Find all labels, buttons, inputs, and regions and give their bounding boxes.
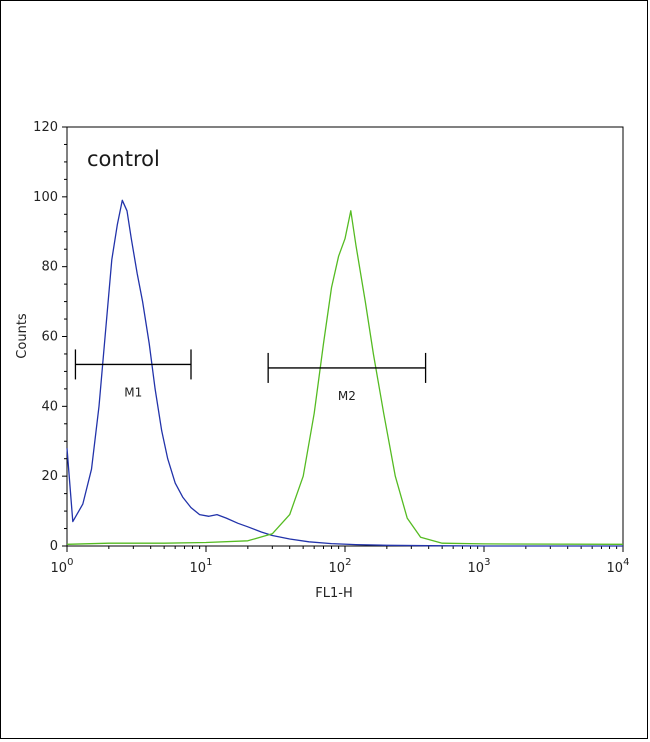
y-tick-label: 40 (41, 399, 58, 414)
x-tick-label: 100 (51, 557, 74, 576)
x-tick-label: 102 (329, 557, 352, 576)
y-tick-label: 120 (33, 120, 58, 135)
series-line-1 (66, 199, 623, 547)
y-axis-title: Counts (15, 313, 30, 359)
x-tick-label: 103 (468, 557, 491, 576)
y-tick-label: 20 (41, 469, 58, 484)
y-tick-label: 60 (41, 330, 58, 345)
x-tick-label: 104 (607, 557, 630, 576)
gate-label: M1 (124, 385, 142, 399)
plot-area (66, 126, 624, 547)
annotation-text: control (87, 147, 160, 171)
marker-layer: M1 M2 (74, 349, 427, 403)
x-axis-title: FL1-H (315, 586, 352, 601)
series-line-2 (66, 210, 624, 545)
gate-label: M2 (338, 389, 356, 403)
x-tick-label: 101 (190, 557, 213, 576)
y-tick-label: 0 (50, 539, 58, 554)
axes-layer: 0 20 40 60 80 100 120 100 101 102 103 104 (33, 120, 629, 576)
y-tick-label: 100 (33, 190, 58, 205)
series-layer (66, 199, 624, 547)
y-tick-label: 80 (41, 260, 58, 275)
